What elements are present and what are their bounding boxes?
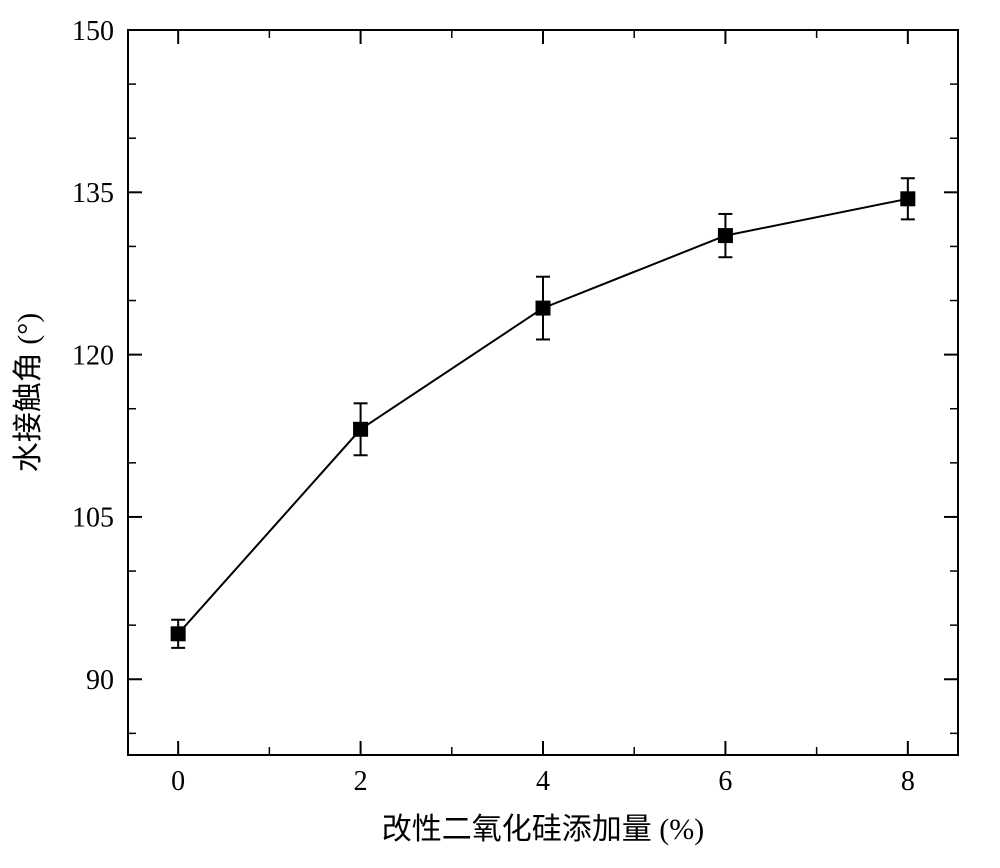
y-tick-label: 135 xyxy=(72,178,114,209)
x-tick-label: 8 xyxy=(901,766,915,797)
y-tick-label: 150 xyxy=(72,16,114,47)
data-marker xyxy=(171,627,185,641)
y-tick-label: 120 xyxy=(72,340,114,371)
series-line xyxy=(178,199,908,634)
x-tick-label: 0 xyxy=(171,766,185,797)
y-tick-label: 105 xyxy=(72,503,114,534)
y-axis-title: 水接触角 (°) xyxy=(12,313,45,472)
x-tick-label: 6 xyxy=(718,766,732,797)
data-marker xyxy=(536,301,550,315)
x-axis-title: 改性二氧化硅添加量 (%) xyxy=(382,813,704,846)
chart-svg: 0 2 4 6 8 90 105 120 135 150 改性二氧化硅添加量 (%) 水接触角 (°) xyxy=(0,0,1000,868)
chart-container: 0 2 4 6 8 90 105 120 135 150 改性二氧化硅添加量 (%) 水接触角 (°) xyxy=(0,0,1000,868)
x-tick-label: 2 xyxy=(354,766,368,797)
data-marker xyxy=(354,422,368,436)
data-marker xyxy=(718,229,732,243)
x-tick-label: 4 xyxy=(536,766,550,797)
plot-frame xyxy=(128,30,958,755)
data-marker xyxy=(901,192,915,206)
y-tick-label: 90 xyxy=(86,665,114,696)
